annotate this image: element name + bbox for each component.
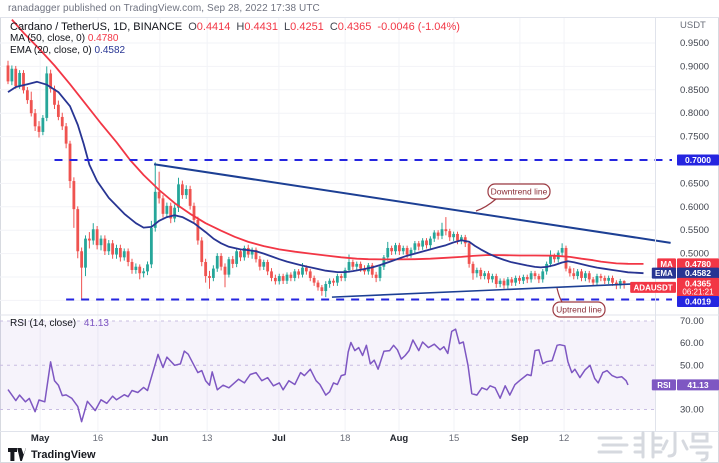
ma-label[interactable]: MA (50, close, 0) bbox=[10, 33, 86, 44]
svg-text:MA: MA bbox=[660, 260, 673, 269]
watermark-logo-icon bbox=[597, 431, 713, 462]
pane-separators bbox=[0, 17, 719, 432]
svg-text:60.00: 60.00 bbox=[680, 338, 704, 349]
ohlc-close-key: C bbox=[329, 21, 338, 33]
svg-text:13: 13 bbox=[202, 433, 213, 444]
uptrend-line[interactable] bbox=[331, 282, 660, 298]
svg-text:18: 18 bbox=[340, 433, 351, 444]
ohlc-high-key: H bbox=[236, 21, 245, 33]
svg-text:0.8000: 0.8000 bbox=[680, 108, 709, 119]
svg-text:Aug: Aug bbox=[390, 433, 409, 444]
svg-text:0.5500: 0.5500 bbox=[680, 225, 709, 236]
ma50-line[interactable] bbox=[11, 19, 644, 265]
rsi-line[interactable] bbox=[7, 328, 629, 423]
svg-text:0.8500: 0.8500 bbox=[680, 85, 709, 96]
svg-text:May: May bbox=[31, 433, 50, 444]
tradingview-logo-icon bbox=[8, 448, 26, 461]
ema-legend[interactable]: EMA (20, close, 0) 0.4582 bbox=[10, 45, 125, 56]
svg-text:0.9000: 0.9000 bbox=[680, 61, 709, 72]
svg-text:USDT: USDT bbox=[680, 20, 706, 31]
svg-text:41.13: 41.13 bbox=[687, 380, 709, 390]
svg-text:0.6500: 0.6500 bbox=[680, 178, 709, 189]
svg-text:0.4019: 0.4019 bbox=[685, 297, 711, 307]
svg-text:Jun: Jun bbox=[151, 433, 168, 444]
axis-badge-0.4019: 0.4019 bbox=[677, 296, 719, 308]
svg-text:12: 12 bbox=[559, 433, 570, 444]
ohlc-open-value: 0.4414 bbox=[196, 21, 231, 33]
rsi-band bbox=[0, 320, 655, 410]
svg-text:RSI: RSI bbox=[657, 381, 670, 390]
downtrend-line[interactable] bbox=[153, 163, 671, 244]
rsi-value: 41.13 bbox=[83, 318, 109, 329]
rsi-legend[interactable]: RSI (14, close) 41.13 bbox=[10, 318, 109, 329]
svg-text:50.00: 50.00 bbox=[680, 360, 704, 371]
publish-attribution: ranadagger published on TradingView.com,… bbox=[8, 3, 320, 14]
axis-badge-0.7000: 0.7000 bbox=[677, 154, 719, 166]
candles-layer[interactable] bbox=[6, 60, 626, 300]
axis-badge-MA: 0.4780 MA bbox=[657, 258, 719, 270]
svg-text:Uptrend line: Uptrend line bbox=[556, 305, 602, 315]
change-value: -0.0046 (-1.04%) bbox=[377, 21, 460, 33]
publish-header: ranadagger published on TradingView.com,… bbox=[0, 0, 719, 17]
svg-text:0.4780: 0.4780 bbox=[685, 259, 711, 269]
svg-text:0.7000: 0.7000 bbox=[685, 155, 711, 165]
symbol-legend[interactable]: Cardano / TetherUS, 1D, BINANCE O0.4414 H0… bbox=[10, 21, 460, 33]
ohlc-high-value: 0.4431 bbox=[244, 21, 279, 33]
svg-text:30.00: 30.00 bbox=[680, 405, 704, 416]
svg-text:Downtrend line: Downtrend line bbox=[491, 187, 548, 197]
watermark-feixiaohao bbox=[595, 428, 713, 463]
callout-uptrend-line[interactable]: Uptrend line bbox=[552, 287, 606, 318]
ma-legend[interactable]: MA (50, close, 0) 0.4780 bbox=[10, 33, 118, 44]
ema-label[interactable]: EMA (20, close, 0) bbox=[10, 45, 92, 56]
rsi-label[interactable]: RSI (14, close) bbox=[10, 318, 77, 329]
svg-text:Jul: Jul bbox=[272, 433, 286, 444]
ma-value: 0.4780 bbox=[87, 33, 119, 44]
ohlc-open-key: O bbox=[188, 21, 197, 33]
ema20-line[interactable] bbox=[7, 80, 644, 275]
svg-text:ADAUSDT: ADAUSDT bbox=[634, 283, 673, 292]
svg-text:Sep: Sep bbox=[511, 433, 529, 444]
svg-text:0.6000: 0.6000 bbox=[680, 202, 709, 213]
ema-value: 0.4582 bbox=[94, 45, 126, 56]
ohlc-low-value: 0.4251 bbox=[290, 21, 324, 33]
svg-text:15: 15 bbox=[449, 433, 460, 444]
callout-downtrend-line[interactable]: Downtrend line bbox=[475, 183, 551, 212]
svg-text:06:21:21: 06:21:21 bbox=[682, 287, 714, 296]
ohlc-low-key: L bbox=[284, 21, 291, 33]
svg-text:16: 16 bbox=[93, 433, 104, 444]
axis-badge-RSI: 41.13 RSI bbox=[651, 379, 719, 391]
ohlc-close-value: 0.4365 bbox=[337, 21, 372, 33]
axis-badge-EMA: 0.4582 EMA bbox=[651, 267, 719, 279]
svg-text:EMA: EMA bbox=[655, 269, 673, 278]
svg-text:0.5000: 0.5000 bbox=[680, 249, 709, 260]
symbol-title[interactable]: Cardano / TetherUS, 1D, BINANCE bbox=[10, 21, 183, 33]
time-axis[interactable]: May 16 Jun 13 Jul 18 Aug 15 Sep 12 bbox=[31, 433, 569, 444]
svg-text:0.4365: 0.4365 bbox=[685, 278, 711, 288]
price-axis[interactable]: USDT 0.9500 0.9000 0.8500 0.8000 0.7500 0.6500… bbox=[680, 20, 709, 416]
tradingview-logo-text: TradingView bbox=[31, 448, 96, 461]
svg-text:0.7500: 0.7500 bbox=[680, 132, 709, 143]
svg-text:70.00: 70.00 bbox=[680, 316, 704, 327]
svg-text:0.4582: 0.4582 bbox=[685, 268, 711, 278]
svg-text:0.9500: 0.9500 bbox=[680, 38, 709, 49]
tradingview-brand[interactable]: TradingView bbox=[8, 448, 96, 461]
